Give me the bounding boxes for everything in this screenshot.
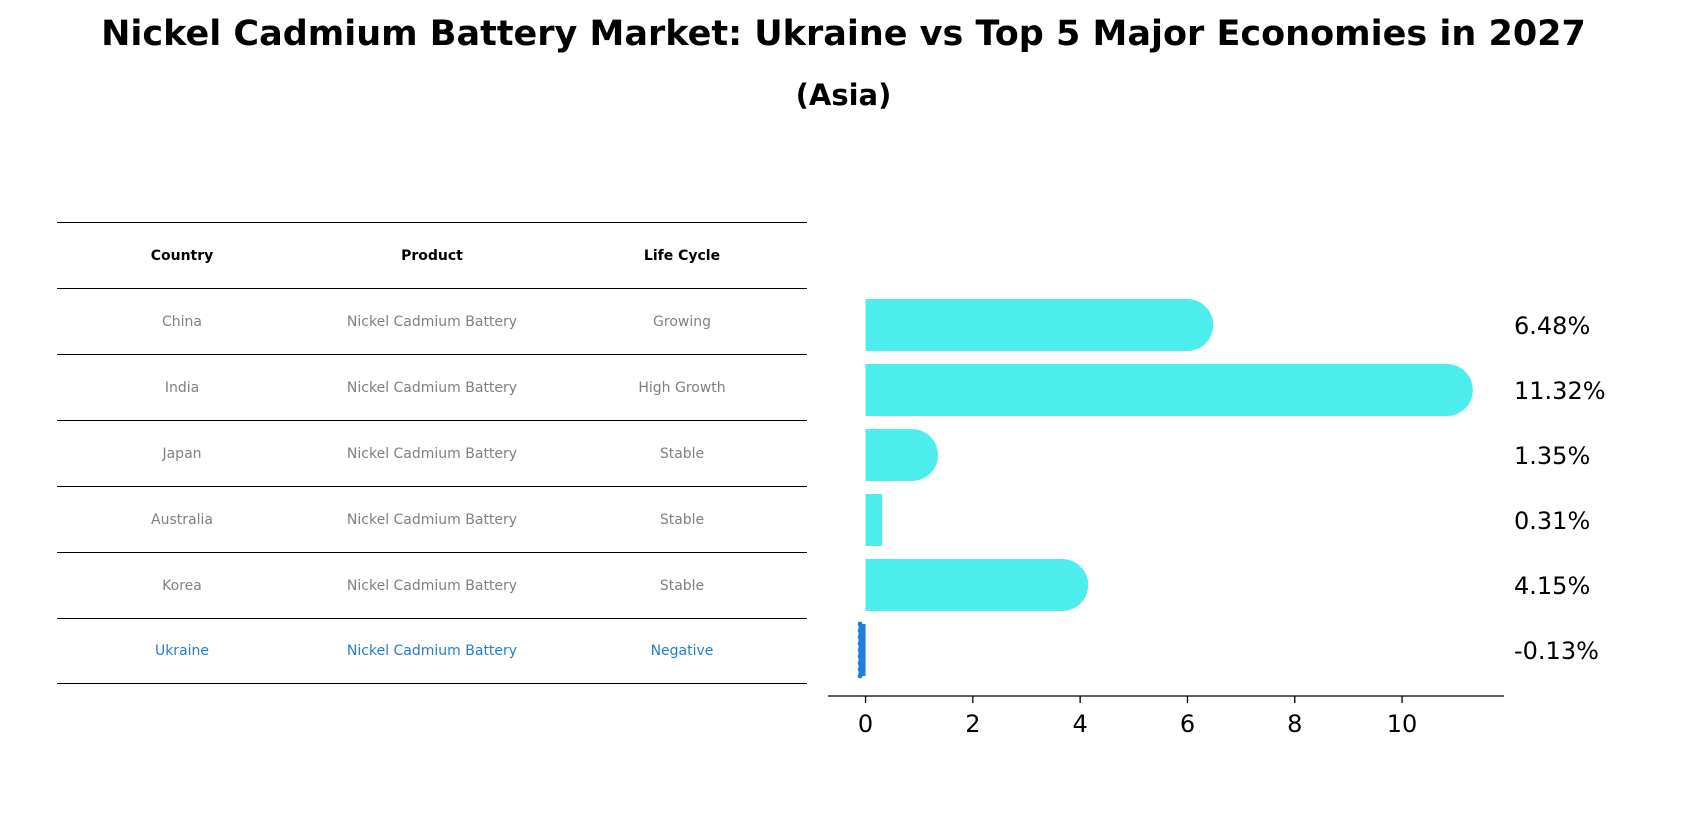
value-label: -0.13% (1514, 637, 1599, 665)
table-row: China Nickel Cadmium Battery Growing (57, 288, 807, 354)
cell-product: Nickel Cadmium Battery (346, 379, 518, 396)
bar-highlight-marker (857, 641, 863, 646)
chart-title: Nickel Cadmium Battery Market: Ukraine v… (101, 14, 1586, 54)
cell-country: Korea (162, 577, 202, 594)
cell-country: China (162, 313, 202, 330)
x-tick-label: 10 (1387, 710, 1418, 738)
bar-highlight-marker (857, 654, 863, 659)
cell-life-cycle: High Growth (638, 379, 726, 396)
table-header-row: Country Product Life Cycle (57, 222, 807, 288)
bar (865, 299, 1214, 351)
bar-highlight-marker (857, 634, 863, 640)
cell-life-cycle: Negative (650, 643, 714, 659)
cell-country: India (164, 379, 200, 396)
cell-country: Japan (162, 445, 202, 462)
table-row-highlight: Ukraine Nickel Cadmium Battery Negative (57, 618, 807, 684)
chart-subtitle: (Asia) (795, 78, 892, 112)
cell-life-cycle: Growing (653, 313, 711, 330)
cell-country: Ukraine (154, 643, 210, 659)
bar-highlight-marker (857, 673, 863, 679)
cell-product: Nickel Cadmium Battery (346, 643, 518, 659)
value-label: 1.35% (1514, 442, 1590, 470)
info-table: Country Product Life Cycle China Nickel … (57, 222, 807, 684)
bar-highlight-marker (857, 621, 863, 627)
header-product: Product (401, 247, 463, 264)
bar (865, 494, 883, 546)
x-tick-label: 8 (1287, 710, 1302, 738)
cell-product: Nickel Cadmium Battery (346, 577, 518, 594)
bar-highlight-marker (857, 647, 863, 653)
x-tick-label: 2 (965, 710, 980, 738)
bar (865, 429, 938, 481)
table-row: Korea Nickel Cadmium Battery Stable (57, 552, 807, 618)
header-life-cycle: Life Cycle (643, 247, 721, 264)
bar (865, 364, 1473, 416)
table-row: India Nickel Cadmium Battery High Growth (57, 354, 807, 420)
cell-country: Australia (151, 511, 213, 528)
value-label: 11.32% (1514, 377, 1606, 405)
x-tick-label: 6 (1180, 710, 1195, 738)
cell-life-cycle: Stable (659, 445, 705, 462)
x-tick-label: 0 (858, 710, 873, 738)
x-tick-label: 4 (1073, 710, 1088, 738)
value-label: 4.15% (1514, 572, 1590, 600)
cell-life-cycle: Stable (659, 577, 705, 594)
bar-highlight-marker (857, 660, 863, 666)
table-row: Japan Nickel Cadmium Battery Stable (57, 420, 807, 486)
value-label: 0.31% (1514, 507, 1590, 535)
cell-life-cycle: Stable (659, 511, 705, 528)
bar-highlight-marker (857, 628, 863, 633)
header-country: Country (150, 247, 214, 264)
value-label: 6.48% (1514, 312, 1590, 340)
cell-product: Nickel Cadmium Battery (346, 511, 518, 528)
table-row: Australia Nickel Cadmium Battery Stable (57, 486, 807, 552)
bar (865, 559, 1089, 611)
cell-product: Nickel Cadmium Battery (346, 313, 518, 330)
cell-product: Nickel Cadmium Battery (346, 445, 518, 462)
bar-highlight-marker (857, 667, 863, 672)
